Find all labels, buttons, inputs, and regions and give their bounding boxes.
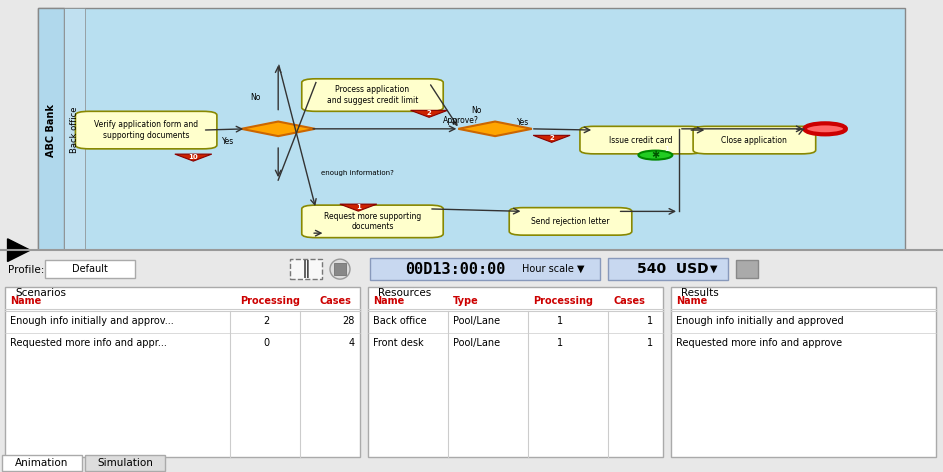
Circle shape (330, 259, 350, 279)
Text: Default: Default (72, 264, 108, 274)
Text: 2: 2 (549, 135, 554, 141)
FancyBboxPatch shape (509, 208, 632, 235)
Text: ✱: ✱ (652, 150, 659, 160)
Text: Requested more info and appr...: Requested more info and appr... (10, 338, 167, 348)
FancyBboxPatch shape (290, 259, 322, 279)
FancyBboxPatch shape (38, 8, 905, 250)
Text: Simulation: Simulation (97, 458, 153, 468)
Text: Pool/Lane: Pool/Lane (453, 316, 500, 326)
Text: Enough info initially and approved: Enough info initially and approved (676, 316, 844, 326)
FancyBboxPatch shape (75, 111, 217, 149)
Text: Requested more info and approve: Requested more info and approve (676, 338, 842, 348)
Text: 1: 1 (557, 316, 563, 326)
FancyBboxPatch shape (5, 287, 360, 457)
Text: Verify application form and
supporting documents: Verify application form and supporting d… (94, 120, 198, 140)
Text: Pool/Lane: Pool/Lane (453, 338, 500, 348)
Text: Issue credit card: Issue credit card (609, 135, 673, 144)
Text: Request more supporting
documents: Request more supporting documents (323, 211, 422, 231)
FancyBboxPatch shape (370, 258, 600, 280)
FancyBboxPatch shape (302, 79, 443, 111)
Text: Hour scale ▼: Hour scale ▼ (522, 264, 585, 274)
FancyBboxPatch shape (736, 260, 758, 278)
FancyBboxPatch shape (334, 263, 346, 275)
FancyBboxPatch shape (368, 287, 663, 457)
Text: Profile:: Profile: (8, 265, 44, 275)
Text: Name: Name (676, 296, 707, 306)
Text: Scenarios: Scenarios (15, 288, 66, 298)
Text: 1: 1 (356, 203, 361, 210)
FancyBboxPatch shape (608, 258, 728, 280)
Polygon shape (8, 239, 30, 261)
FancyBboxPatch shape (85, 455, 165, 471)
Text: Name: Name (10, 296, 41, 306)
Text: Back office: Back office (373, 316, 426, 326)
Text: ABC Bank: ABC Bank (46, 103, 56, 157)
Polygon shape (533, 135, 571, 143)
Text: Type: Type (453, 296, 479, 306)
Text: Cases: Cases (613, 296, 645, 306)
FancyBboxPatch shape (38, 8, 64, 250)
Text: 2: 2 (426, 110, 432, 116)
Text: Animation: Animation (15, 458, 69, 468)
FancyBboxPatch shape (2, 455, 82, 471)
Text: Front desk: Front desk (373, 338, 423, 348)
Text: ▼: ▼ (710, 264, 718, 274)
Text: Name: Name (373, 296, 405, 306)
Text: enough information?: enough information? (321, 170, 393, 176)
Polygon shape (339, 204, 377, 211)
Text: 00D13:00:00: 00D13:00:00 (405, 261, 505, 277)
Text: 540  USD: 540 USD (637, 262, 708, 276)
Text: 2: 2 (264, 316, 270, 326)
Circle shape (638, 151, 672, 160)
Text: 1: 1 (647, 338, 653, 348)
Text: Processing: Processing (533, 296, 593, 306)
FancyBboxPatch shape (693, 126, 816, 154)
Text: Send rejection letter: Send rejection letter (531, 217, 610, 226)
Text: 4: 4 (349, 338, 355, 348)
Text: Enough info initially and approv...: Enough info initially and approv... (10, 316, 174, 326)
Text: 1: 1 (664, 146, 670, 152)
Text: 1: 1 (647, 316, 653, 326)
FancyBboxPatch shape (64, 8, 85, 250)
Text: Approve?: Approve? (443, 116, 479, 125)
Polygon shape (241, 121, 315, 136)
Circle shape (804, 123, 846, 135)
FancyBboxPatch shape (302, 205, 443, 238)
Polygon shape (458, 121, 532, 136)
Text: Processing: Processing (240, 296, 300, 306)
Text: Results: Results (681, 288, 719, 298)
Text: 28: 28 (342, 316, 355, 326)
Polygon shape (174, 154, 212, 161)
Text: 1: 1 (557, 338, 563, 348)
FancyBboxPatch shape (580, 126, 703, 154)
Text: No: No (250, 93, 260, 102)
Text: Cases: Cases (320, 296, 352, 306)
FancyBboxPatch shape (45, 260, 135, 278)
Polygon shape (410, 110, 448, 118)
Text: 0: 0 (264, 338, 270, 348)
Text: Yes: Yes (517, 118, 529, 127)
Text: No: No (472, 106, 482, 115)
Text: Process application
and suggest credit limit: Process application and suggest credit l… (327, 85, 418, 105)
Text: Yes: Yes (222, 137, 234, 146)
Text: Resources: Resources (378, 288, 431, 298)
Text: 10: 10 (189, 153, 198, 160)
FancyBboxPatch shape (671, 287, 936, 457)
Text: ‖: ‖ (302, 260, 310, 278)
Text: Close application: Close application (721, 135, 787, 144)
Text: Back office: Back office (70, 107, 79, 153)
